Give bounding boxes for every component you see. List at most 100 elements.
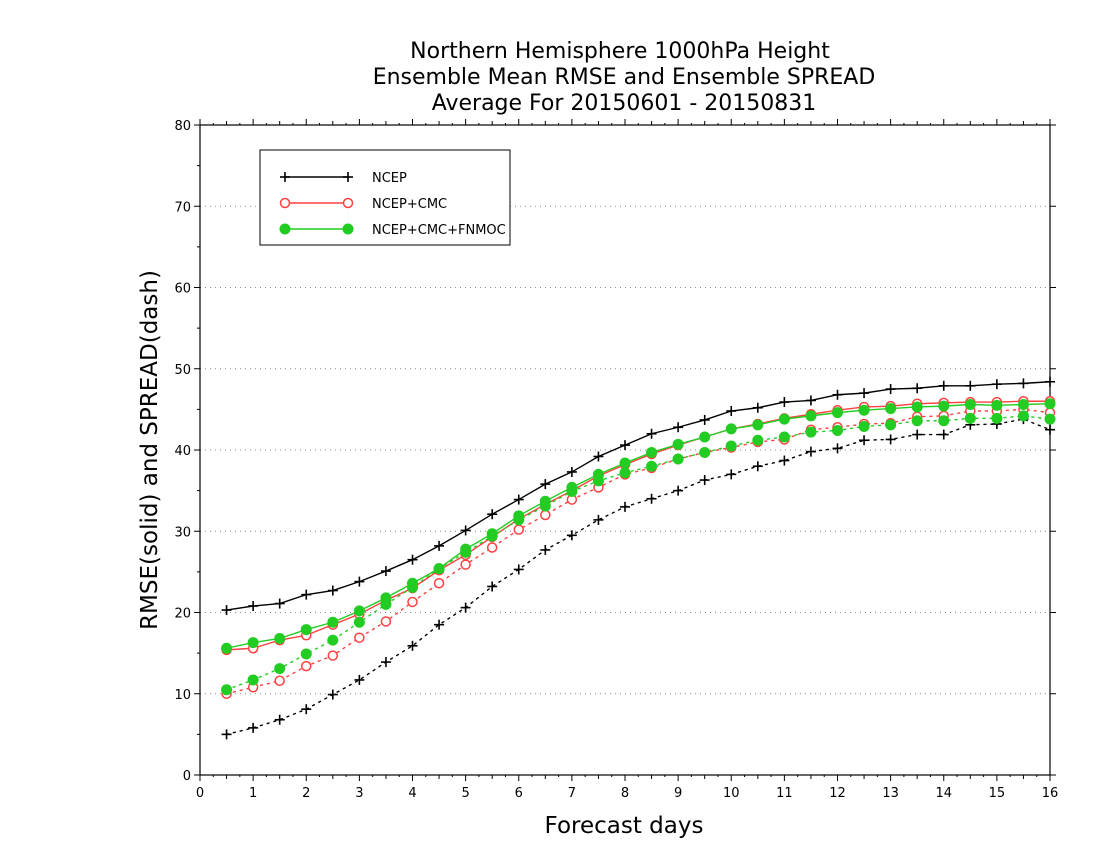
- rmse-point: [354, 576, 365, 587]
- x-tick-label: 7: [568, 786, 576, 801]
- spread-point: [620, 501, 630, 512]
- spread-point: [566, 530, 577, 541]
- rmse-point: [832, 407, 843, 419]
- rmse-point: [407, 554, 418, 565]
- spread-point: [513, 524, 524, 535]
- spread-point: [247, 674, 259, 686]
- rmse-point: [301, 589, 312, 600]
- rmse-point: [487, 509, 498, 520]
- legend-marker: [342, 223, 354, 235]
- rmse-point: [619, 457, 631, 469]
- spread-point: [513, 564, 524, 575]
- series-ncep-cmc: [221, 396, 1056, 699]
- rmse-point: [434, 540, 445, 551]
- rmse-point: [247, 637, 259, 649]
- x-tick-label: 4: [408, 786, 416, 801]
- spread-point: [513, 514, 525, 526]
- rmse-point: [752, 419, 764, 431]
- spread-point: [646, 460, 658, 472]
- spread-point: [673, 485, 684, 496]
- spread-point: [911, 415, 923, 427]
- spread-line: [225, 415, 1051, 691]
- rmse-point: [540, 479, 551, 490]
- rmse-point: [1045, 376, 1055, 387]
- rmse-point: [513, 494, 524, 505]
- legend-label: NCEP+CMC: [372, 197, 447, 212]
- spread-point: [540, 544, 551, 555]
- x-tick-label: 5: [461, 786, 469, 801]
- rmse-point: [805, 410, 817, 422]
- spread-point: [354, 632, 365, 643]
- spread-point: [858, 420, 870, 432]
- spread-point: [1044, 413, 1056, 425]
- spread-point: [327, 650, 339, 661]
- rmse-line: [226, 402, 1051, 649]
- rmse-point: [1044, 398, 1056, 410]
- legend-marker: [279, 197, 291, 209]
- rmse-point: [725, 423, 737, 435]
- rmse-point: [1018, 378, 1029, 389]
- rmse-point: [991, 399, 1003, 411]
- spread-point: [407, 581, 418, 593]
- rmse-point: [699, 431, 711, 443]
- spread-point: [592, 475, 604, 487]
- spread-point: [354, 674, 365, 685]
- legend-item: NCEP: [280, 171, 407, 186]
- y-tick-label: 60: [174, 282, 191, 297]
- spread-point: [593, 514, 604, 525]
- spread-point: [964, 412, 976, 424]
- spread-point: [300, 648, 312, 660]
- spread-point: [778, 431, 790, 443]
- spread-point: [301, 704, 312, 715]
- y-tick-label: 40: [174, 444, 191, 459]
- rmse-point: [991, 379, 1002, 390]
- x-tick-label: 2: [302, 786, 310, 801]
- rmse-point: [221, 642, 233, 654]
- spread-point: [885, 434, 896, 445]
- series-ncep-cmc-fnmoc: [221, 398, 1056, 696]
- rmse-point: [805, 395, 816, 406]
- legend-marker: [279, 223, 291, 235]
- y-tick-label: 20: [174, 607, 191, 622]
- rmse-point: [380, 566, 391, 577]
- spread-point: [380, 616, 392, 627]
- x-tick-label: 16: [1042, 786, 1059, 801]
- rmse-point: [566, 466, 577, 477]
- legend-label: NCEP: [372, 171, 407, 186]
- legend-item: NCEP+CMC: [279, 197, 447, 212]
- spread-point: [487, 581, 498, 592]
- rmse-point: [885, 384, 896, 395]
- spread-point: [274, 663, 286, 675]
- chart-title: Northern Hemisphere 1000hPa Height Ensem…: [373, 39, 876, 116]
- spread-point: [327, 689, 338, 700]
- series-ncep: [221, 376, 1055, 740]
- rmse-point: [646, 428, 657, 439]
- y-tick-label: 0: [183, 769, 191, 784]
- x-tick-label: 10: [723, 786, 740, 801]
- spread-point: [301, 660, 312, 672]
- x-tick-label: 9: [674, 786, 682, 801]
- rmse-point: [620, 440, 630, 451]
- spread-point: [726, 469, 737, 480]
- spread-point: [407, 596, 418, 608]
- rmse-point: [726, 406, 737, 416]
- title-line-1: Northern Hemisphere 1000hPa Height: [410, 39, 830, 64]
- spread-point: [274, 675, 285, 686]
- rmse-point: [858, 404, 870, 416]
- rmse-point: [300, 624, 312, 636]
- rmse-point: [779, 397, 790, 408]
- spread-point: [805, 446, 816, 457]
- spread-point: [248, 722, 259, 733]
- spread-point: [779, 455, 790, 466]
- rmse-line: [226, 381, 1051, 611]
- x-tick-label: 3: [355, 786, 363, 801]
- spread-point: [1045, 424, 1055, 435]
- spread-point: [912, 429, 923, 440]
- rmse-point: [752, 402, 763, 413]
- legend-marker: [280, 172, 290, 182]
- spread-point: [752, 461, 763, 472]
- spread-point: [646, 493, 657, 504]
- rmse-point: [912, 383, 923, 394]
- x-tick-label: 15: [989, 786, 1006, 801]
